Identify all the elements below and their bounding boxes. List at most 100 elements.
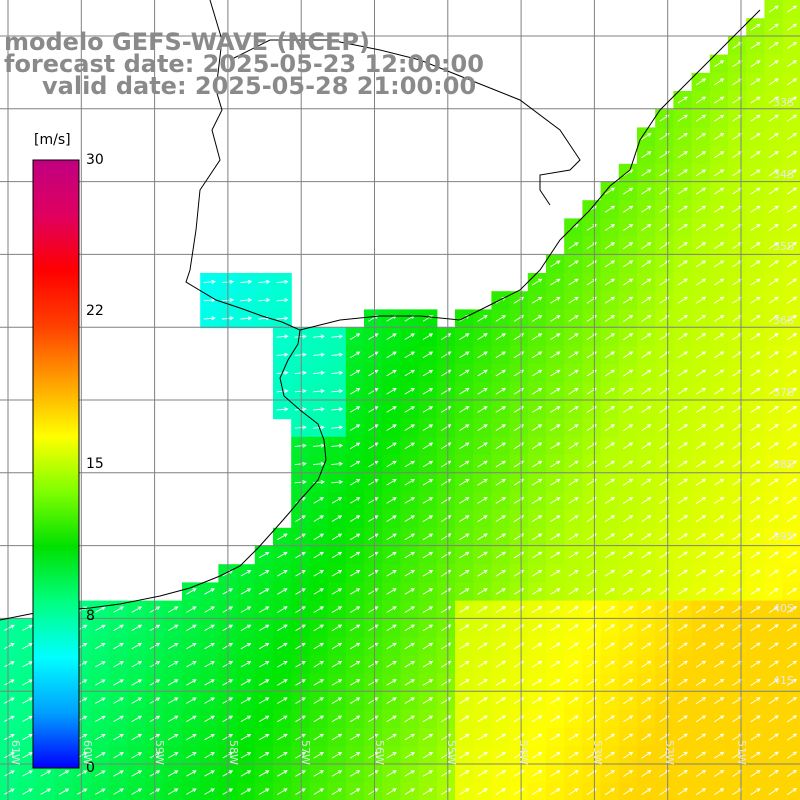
- wind-arrow: [604, 697, 616, 705]
- wind-arrow: [386, 788, 397, 795]
- wind-arrow: [276, 388, 289, 394]
- wind-arrow: [641, 515, 652, 523]
- wind-arrow: [750, 624, 761, 632]
- wind-arrow: [277, 642, 288, 650]
- wind-arrow: [277, 715, 288, 723]
- wind-arrow: [240, 570, 252, 577]
- wind-arrow: [294, 407, 307, 412]
- wind-arrow: [623, 223, 634, 231]
- wind-arrow: [349, 406, 361, 413]
- wind-arrow: [677, 751, 688, 759]
- wind-arrow: [604, 751, 616, 759]
- wind-arrow: [531, 533, 543, 541]
- wind-arrow: [695, 587, 707, 595]
- wind-arrow: [641, 587, 652, 595]
- wind-arrow: [623, 551, 634, 559]
- wind-arrow: [95, 715, 106, 722]
- wind-arrow: [695, 223, 707, 231]
- wind-arrow: [604, 496, 616, 504]
- wind-arrow: [623, 624, 634, 632]
- wind-arrow: [750, 296, 761, 304]
- wind-arrow: [550, 733, 561, 741]
- wind-arrow: [768, 187, 779, 195]
- wind-arrow: [404, 424, 416, 431]
- wind-arrow: [312, 443, 325, 448]
- wind-arrow: [422, 388, 434, 395]
- wind-arrow: [677, 278, 688, 286]
- wind-arrow: [349, 533, 361, 541]
- wind-arrow: [276, 334, 289, 339]
- wind-arrow: [312, 479, 325, 485]
- wind-arrow: [331, 661, 343, 668]
- wind-arrow: [786, 96, 798, 104]
- wind-arrow: [531, 588, 543, 595]
- wind-arrow: [386, 388, 397, 395]
- wind-arrow: [349, 715, 361, 723]
- wind-arrow: [677, 223, 688, 231]
- wind-arrow: [240, 606, 252, 613]
- wind-arrow: [186, 788, 197, 795]
- wind-arrow: [477, 442, 488, 450]
- wind-arrow: [386, 351, 397, 359]
- wind-arrow: [422, 406, 434, 413]
- lat-label: 34S: [773, 168, 794, 181]
- wind-arrow: [477, 315, 488, 322]
- wind-arrow: [677, 478, 688, 486]
- wind-arrow: [294, 479, 307, 485]
- wind-arrow: [422, 533, 434, 541]
- wind-arrow: [186, 697, 197, 704]
- wind-arrow: [786, 715, 798, 723]
- wind-arrow: [641, 769, 652, 777]
- wind-arrow: [677, 132, 688, 140]
- wind-arrow: [422, 733, 434, 741]
- wind-arrow: [295, 788, 306, 795]
- wind-arrow: [404, 369, 416, 377]
- wind-arrow: [295, 515, 306, 522]
- wind-arrow: [623, 478, 634, 486]
- wind-arrow: [786, 587, 798, 595]
- wind-arrow: [550, 715, 561, 723]
- wind-arrow: [240, 770, 252, 777]
- lat-label: 36S: [773, 314, 794, 327]
- wind-arrow: [641, 314, 652, 322]
- wind-arrow: [768, 114, 779, 122]
- wind-arrow: [695, 788, 707, 796]
- wind-arrow: [695, 642, 707, 650]
- wind-arrow: [750, 405, 761, 413]
- wind-arrow: [641, 169, 652, 177]
- wind-arrow: [349, 770, 361, 777]
- wind-arrow: [768, 515, 779, 523]
- wind-arrow: [131, 606, 143, 613]
- wind-arrow: [550, 569, 561, 577]
- wind-arrow: [294, 334, 307, 339]
- wind-arrow: [459, 751, 470, 759]
- wind-arrow: [313, 697, 325, 704]
- wind-arrow: [459, 697, 470, 704]
- wind-arrow: [495, 715, 507, 723]
- wind-arrow: [750, 496, 761, 504]
- wind-arrow: [695, 296, 707, 304]
- wind-arrow: [641, 223, 652, 231]
- wind-arrow: [404, 642, 416, 650]
- wind-arrow: [204, 679, 215, 686]
- wind-arrow: [422, 515, 434, 522]
- wind-arrow: [695, 242, 707, 250]
- wind-arrow: [349, 369, 361, 377]
- wind-arrow: [641, 151, 652, 159]
- wind-arrow: [422, 442, 434, 450]
- wind-arrow: [677, 697, 688, 705]
- wind-arrow: [677, 405, 688, 413]
- wind-arrow: [531, 460, 543, 468]
- wind-arrow: [386, 733, 397, 741]
- wind-arrow: [604, 296, 616, 304]
- wind-arrow: [531, 770, 543, 777]
- wind-arrow: [550, 551, 561, 559]
- wind-arrow: [550, 333, 561, 340]
- wind-arrow: [677, 733, 688, 741]
- wind-arrow: [714, 678, 725, 686]
- wind-arrow: [568, 679, 579, 686]
- wind-arrow: [531, 424, 543, 431]
- wind-arrow: [714, 733, 725, 741]
- wind-arrow: [750, 114, 761, 122]
- wind-arrow: [604, 260, 616, 268]
